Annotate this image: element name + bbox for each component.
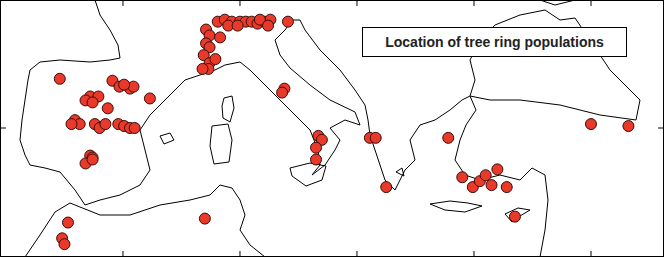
point	[311, 142, 322, 153]
point	[585, 119, 596, 130]
x-tick	[590, 251, 591, 257]
point	[66, 119, 77, 130]
point	[277, 87, 288, 98]
island	[160, 133, 174, 144]
point	[486, 180, 497, 191]
x-tick	[122, 251, 123, 257]
point	[102, 103, 113, 114]
title-box: Location of tree ring populations	[363, 28, 627, 57]
x-tick	[239, 0, 240, 6]
x-tick	[590, 0, 591, 6]
point	[311, 154, 322, 165]
island	[210, 124, 232, 164]
point	[215, 32, 226, 43]
point	[210, 54, 221, 65]
frame	[1, 1, 664, 257]
ticks	[0, 0, 664, 257]
title: Location of tree ring populations	[385, 34, 604, 50]
coastline	[25, 185, 265, 257]
point	[232, 20, 243, 31]
island	[505, 208, 530, 222]
y-tick	[658, 128, 664, 129]
x-tick	[239, 251, 240, 257]
point	[480, 170, 491, 181]
point	[62, 217, 73, 228]
y-tick	[0, 128, 6, 129]
point	[282, 16, 293, 27]
island	[290, 163, 326, 186]
point	[501, 182, 512, 193]
island	[222, 96, 234, 122]
x-tick	[356, 0, 357, 6]
point	[443, 132, 454, 143]
point	[119, 79, 130, 90]
point	[87, 97, 98, 108]
point	[144, 93, 155, 104]
point	[100, 119, 111, 130]
point	[457, 172, 468, 183]
point	[87, 154, 98, 165]
point	[197, 63, 208, 74]
point	[381, 182, 392, 193]
title-frame	[363, 28, 627, 57]
point	[370, 132, 381, 143]
point	[129, 123, 140, 134]
point	[509, 211, 520, 222]
coastline	[455, 96, 548, 257]
island	[430, 201, 482, 212]
island	[396, 168, 404, 176]
coastline	[470, 10, 640, 120]
point	[54, 73, 65, 84]
point	[199, 213, 210, 224]
point	[59, 239, 70, 250]
points	[54, 14, 634, 250]
point	[623, 121, 634, 132]
x-tick	[356, 251, 357, 257]
point	[492, 164, 503, 175]
point	[263, 20, 274, 31]
background	[0, 0, 664, 257]
x-tick	[122, 0, 123, 6]
x-tick	[473, 0, 474, 6]
map: Location of tree ring populations	[0, 0, 664, 257]
x-tick	[473, 251, 474, 257]
coastlines	[20, 0, 640, 257]
